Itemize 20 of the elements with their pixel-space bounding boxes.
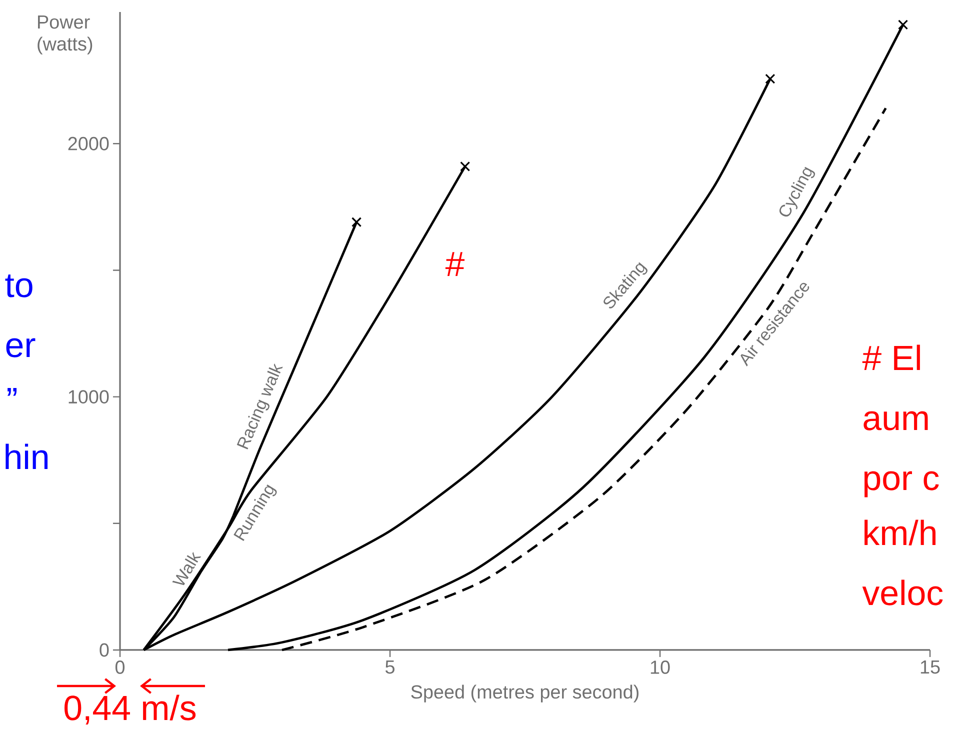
- x-tick-label: 5: [385, 660, 394, 674]
- annotation: km/h: [864, 520, 936, 546]
- x-axis-title: Speed (metres per second): [411, 684, 638, 702]
- annotation: veloc: [862, 580, 943, 606]
- annotation: # El: [862, 344, 920, 370]
- text: er: [6, 338, 36, 358]
- annotation: por c: [864, 471, 939, 498]
- y-tick-label: 1000: [68, 390, 109, 404]
- y-axis-title: Power (watts): [38, 16, 92, 54]
- x-tick-label: 15: [920, 660, 940, 674]
- annotation: aum: [864, 411, 928, 430]
- text: to: [5, 274, 32, 298]
- text: 0,44 m/s: [64, 694, 196, 724]
- x-tick-label: 0: [115, 660, 125, 674]
- y-tick-label: 2000: [68, 136, 109, 150]
- y-tick-label: 0: [100, 643, 109, 657]
- text: hin: [6, 444, 48, 469]
- annotation: #: [445, 252, 465, 276]
- text: ”: [7, 388, 17, 396]
- x-tick-label: 10: [650, 660, 670, 674]
